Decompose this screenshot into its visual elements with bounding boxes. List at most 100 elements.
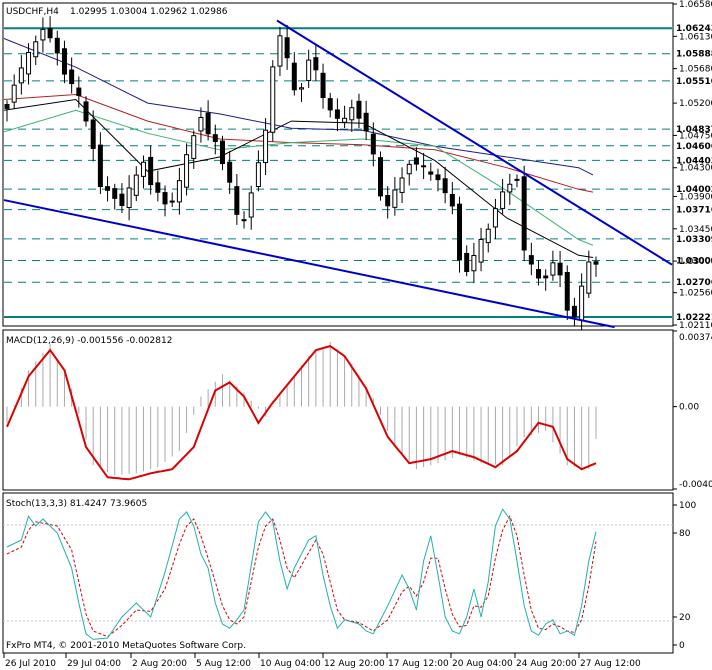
macd-signal-path <box>6 345 597 481</box>
stoch-lines <box>6 508 597 640</box>
candle-body-36 <box>263 129 269 164</box>
candle-body-21 <box>155 182 161 193</box>
price-panel[interactable]: USDCHF,H4 1.02995 1.03004 1.02962 1.0298… <box>2 2 674 333</box>
candle-body-18 <box>133 174 139 196</box>
candle-body-35 <box>255 162 261 188</box>
time-tick-label-0: 26 Jul 2010 <box>5 659 56 669</box>
candle-body-22 <box>162 192 168 205</box>
candle-body-39 <box>284 37 290 59</box>
candle-body-15 <box>112 188 118 199</box>
stoch-main-line <box>6 508 597 640</box>
candle-body-14 <box>105 186 111 191</box>
price-level-label-0: 1.06243 <box>676 24 712 34</box>
candle-body-56 <box>406 163 412 175</box>
candle-body-65 <box>471 255 477 272</box>
candle-body-64 <box>464 252 470 272</box>
price-level-label-4: 1.04606 <box>676 142 712 152</box>
candle-body-9 <box>69 69 75 85</box>
candle-body-4 <box>33 41 39 58</box>
candle-body-51 <box>370 133 376 155</box>
candle-body-13 <box>97 144 103 188</box>
chart-symbol: USDCHF,H4 <box>6 7 59 17</box>
price-tick-label-6: 1.03900 <box>679 192 712 202</box>
time-tick-label-1: 29 Jul 04:00 <box>67 659 121 669</box>
candle-body-12 <box>90 119 96 149</box>
trendline-0 <box>3 199 615 329</box>
stoch-axis: 100 80 20 0 <box>673 501 696 651</box>
candle-body-32 <box>234 186 240 215</box>
price-level-tag-2 <box>674 74 712 87</box>
candle-body-23 <box>169 200 175 203</box>
price-tick-label-9: 1.02560 <box>679 289 712 299</box>
stoch-tick-label-3: 0 <box>679 641 685 651</box>
candle-body-67 <box>485 228 491 244</box>
moving-average-red <box>3 93 594 193</box>
candle-body-16 <box>119 193 125 206</box>
price-level-lines <box>4 27 672 319</box>
candle-body-47 <box>342 117 348 123</box>
candle-body-52 <box>378 157 384 197</box>
price-level-tag-6 <box>674 183 712 196</box>
candle-body-19 <box>140 161 146 177</box>
candle-body-8 <box>61 48 67 75</box>
candle-body-71 <box>514 178 520 181</box>
candle-body-3 <box>26 51 32 75</box>
candle-body-74 <box>536 269 542 279</box>
candle-body-75 <box>543 275 549 279</box>
chart-ohlc: 1.02995 1.03004 1.02962 1.02986 <box>70 7 228 17</box>
candle-body-82 <box>593 261 599 265</box>
price-tick-label-0: 1.06580 <box>679 0 712 10</box>
candle-body-70 <box>507 183 513 193</box>
candle-body-68 <box>492 208 498 228</box>
candle-body-45 <box>327 98 333 111</box>
candle-body-41 <box>298 87 304 90</box>
price-level-tag-7 <box>674 203 712 216</box>
macd-label: MACD(12,26,9) -0.001556 -0.002812 <box>6 336 172 346</box>
price-level-tag-3 <box>674 123 712 136</box>
price-level-tag-4 <box>674 139 712 152</box>
candle-body-6 <box>47 28 53 39</box>
trendline-1 <box>276 19 673 266</box>
candle-body-26 <box>191 135 197 159</box>
candle-body-1 <box>11 84 17 103</box>
macd-signal-line <box>6 345 597 481</box>
price-tick-label-4: 1.04750 <box>679 131 712 141</box>
stoch-tick-label-2: 20 <box>679 613 691 623</box>
candle-body-78 <box>564 271 570 311</box>
candle-body-80 <box>579 285 585 321</box>
candle-body-69 <box>500 191 506 209</box>
moving-average-green <box>3 109 594 246</box>
price-tick-label-3: 1.05200 <box>679 99 712 109</box>
candle-body-40 <box>291 62 297 91</box>
candle-body-50 <box>363 112 369 132</box>
candle-body-33 <box>241 219 247 222</box>
price-level-tag-0 <box>674 22 712 35</box>
time-tick-label-7: 20 Aug 04:00 <box>452 659 513 669</box>
candle-body-43 <box>313 57 319 71</box>
time-axis: 26 Jul 2010 29 Jul 04:00 2 Aug 20:00 5 Aug … <box>3 653 641 669</box>
candle-body-60 <box>435 174 441 181</box>
moving-average-black <box>3 98 594 258</box>
candle-body-37 <box>270 66 276 133</box>
candle-body-48 <box>349 107 355 121</box>
macd-panel[interactable]: MACD(12,26,9) -0.001556 -0.002812 <box>2 329 674 491</box>
price-level-label-2: 1.05510 <box>676 77 712 87</box>
candle-body-0 <box>4 104 10 109</box>
stoch-panel[interactable]: Stoch(13,3,3) 81.4247 73.9605 FxPro MT4,… <box>2 492 674 654</box>
time-tick-label-9: 27 Aug 12:00 <box>580 659 641 669</box>
price-tick-label-1: 1.06130 <box>679 32 712 42</box>
time-tick-label-5: 12 Aug 20:00 <box>324 659 385 669</box>
candle-body-77 <box>557 262 563 276</box>
candle-body-73 <box>528 255 534 265</box>
time-tick-label-3: 5 Aug 12:00 <box>196 659 251 669</box>
copyright-text: FxPro MT4, © 2001-2010 MetaQuotes Softwa… <box>6 641 246 651</box>
price-candles <box>4 16 599 333</box>
price-tick-label-5: 1.04300 <box>679 164 712 174</box>
trendlines[interactable] <box>3 19 673 329</box>
candle-body-28 <box>205 112 211 135</box>
candle-body-63 <box>457 203 463 261</box>
candle-body-10 <box>76 87 82 96</box>
candle-body-25 <box>184 154 190 188</box>
